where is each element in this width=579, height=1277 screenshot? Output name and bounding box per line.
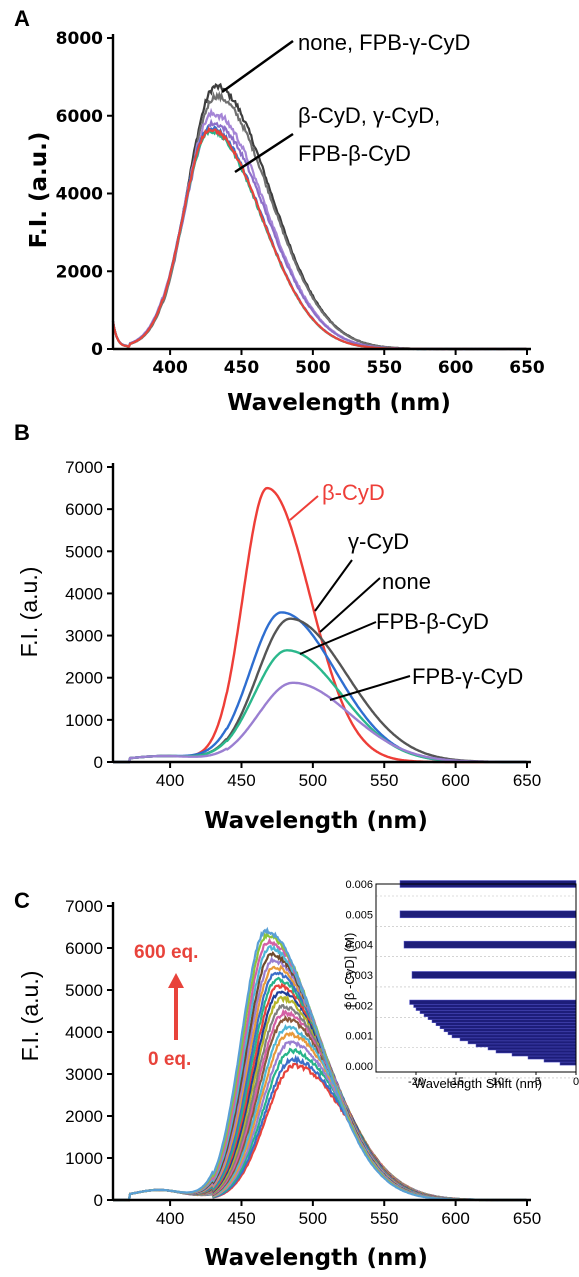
y-tick-label: 0: [91, 340, 103, 360]
inset-x-tick-label: -20: [408, 1076, 424, 1088]
inset-x-tick-label: 0: [573, 1076, 579, 1088]
panel-a-ylabel: F.I. (a.u.): [26, 132, 52, 249]
y-tick-label: 7000: [65, 458, 103, 477]
y-tick-label: 7000: [65, 897, 103, 916]
x-tick-label: 600: [441, 1209, 469, 1228]
leader-line-b-2: [319, 577, 381, 633]
leader-line-b-0: [289, 495, 319, 521]
y-tick-label: 8000: [56, 29, 103, 49]
x-tick-label: 550: [366, 358, 402, 378]
y-tick-label: 4000: [56, 185, 103, 205]
inset-x-tick-label: -5: [531, 1076, 541, 1088]
inset-x-tick-label: -10: [488, 1076, 504, 1088]
panel-c-letter: C: [14, 888, 30, 913]
inset-y-tick-label: 0.005: [345, 909, 373, 921]
x-tick-label: 400: [156, 771, 184, 790]
x-tick-label: 650: [513, 771, 541, 790]
y-tick-label: 6000: [65, 939, 103, 958]
panel-a-letter: A: [14, 6, 30, 31]
inset-y-tick-label: 0.000: [345, 1061, 373, 1073]
y-tick-label: 1000: [65, 1149, 103, 1168]
y-tick-label: 3000: [65, 627, 103, 646]
y-tick-label: 6000: [56, 107, 103, 127]
y-tick-label: 0: [94, 1191, 103, 1210]
inset-bar: [409, 999, 577, 1005]
x-tick-label: 400: [156, 1209, 184, 1228]
leader-line-b-1: [314, 559, 353, 612]
inset-frame: [375, 883, 577, 1073]
x-tick-label: 500: [299, 1209, 327, 1228]
y-tick-label: 4000: [65, 1023, 103, 1042]
inset-y-tick-label: 0.006: [345, 879, 373, 891]
x-tick-label: 650: [513, 1209, 541, 1228]
inset-y-tick-label: 0.001: [345, 1031, 373, 1043]
y-tick-label: 1000: [65, 711, 103, 730]
panel-a-annotation-none: none, FPB-γ-CyD: [298, 30, 470, 55]
x-tick-label: 400: [152, 358, 188, 378]
x-tick-label: 600: [441, 771, 469, 790]
x-tick-label: 500: [295, 358, 331, 378]
inset-y-tick-label: 0.004: [345, 940, 373, 952]
panel-c-ylabel: F.I. (a.u.): [17, 971, 43, 1062]
leader-line-cyd: [234, 132, 294, 174]
panel-b-annotation-fpb-beta: FPB-β-CyD: [376, 609, 489, 634]
panel-b-annotation-beta: β-CyD: [322, 480, 385, 505]
y-tick-label: 5000: [65, 542, 103, 561]
series-line-fpb-cyd: [113, 681, 527, 764]
inset-background: [342, 876, 578, 1094]
inset-bar: [399, 910, 577, 919]
panel-a-xlabel: Wavelength (nm): [227, 390, 451, 416]
titration-arrow: [168, 973, 184, 1040]
titration-end-label: 600 eq.: [134, 942, 198, 963]
inset-bar: [411, 971, 577, 979]
y-tick-label: 6000: [65, 500, 103, 519]
y-tick-label: 2000: [56, 262, 103, 282]
y-tick-label: 3000: [65, 1065, 103, 1084]
inset-ylabel: [ β -CyD] (M): [342, 933, 357, 1008]
inset-y-tick-label: 0.002: [345, 1000, 373, 1012]
leader-line-b-3: [299, 621, 377, 655]
y-tick-label: 2000: [65, 1107, 103, 1126]
titration-start-label: 0 eq.: [148, 1049, 191, 1070]
inset-y-tick-label: 0.003: [345, 970, 373, 982]
panel-a-annotation-cyd: β-CyD, γ-CyD,: [298, 103, 440, 128]
inset-bar: [403, 940, 577, 949]
x-tick-label: 600: [438, 358, 474, 378]
inset-chart: [ β -CyD] (M) Wavelength Shift (nm) 0.00…: [342, 876, 579, 1094]
panel-b: B F.I. (a.u.) Wavelength (nm) β-CyD γ-Cy…: [14, 420, 541, 834]
panel-c-xlabel: Wavelength (nm): [204, 1245, 428, 1271]
panel-c: C F.I. (a.u.) Wavelength (nm) 600 eq. 0 …: [14, 876, 579, 1271]
panel-b-annotation-fpb-gamma: FPB-γ-CyD: [412, 664, 523, 689]
y-tick-label: 2000: [65, 669, 103, 688]
panel-b-ylabel: F.I. (a.u.): [16, 567, 42, 658]
panel-b-annotation-gamma: γ-CyD: [348, 529, 409, 554]
leader-line-none: [221, 39, 294, 94]
panel-a: A F.I. (a.u.) Wavelength (nm) none, FPB-…: [14, 6, 545, 416]
y-tick-label: 5000: [65, 981, 103, 1000]
y-tick-label: 4000: [65, 584, 103, 603]
panel-b-letter: B: [14, 420, 30, 445]
y-tick-label: 0: [94, 753, 103, 772]
inset-xlabel: Wavelength Shift (nm): [414, 1076, 542, 1091]
inset-x-tick-label: -15: [448, 1076, 464, 1088]
leader-line-b-4: [329, 675, 411, 701]
series-line-fpb-cyd: [111, 90, 527, 351]
x-tick-label: 650: [509, 358, 545, 378]
x-tick-label: 500: [299, 771, 327, 790]
panel-a-annotation-fpb: FPB-β-CyD: [298, 141, 411, 166]
x-tick-label: 450: [227, 771, 255, 790]
panel-b-annotation-none: none: [382, 569, 431, 594]
x-tick-label: 550: [370, 1209, 398, 1228]
panel-b-xlabel: Wavelength (nm): [204, 808, 428, 834]
x-tick-label: 550: [370, 771, 398, 790]
x-tick-label: 450: [227, 1209, 255, 1228]
x-tick-label: 450: [224, 358, 260, 378]
